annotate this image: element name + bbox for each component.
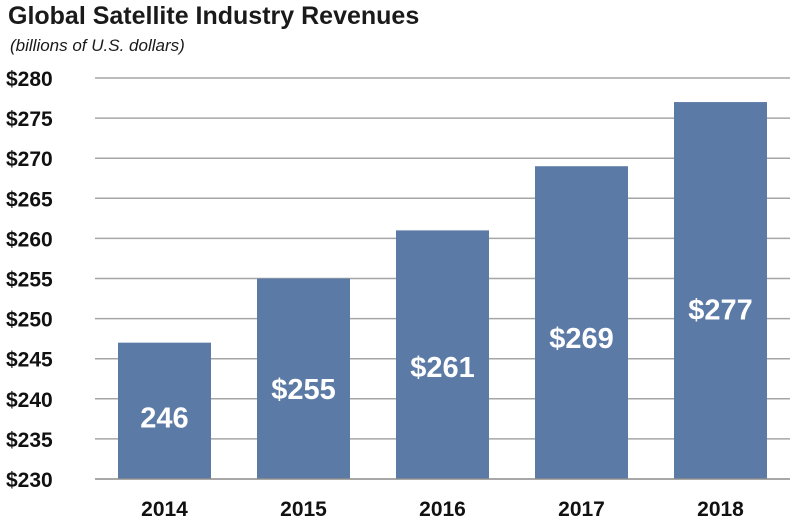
- y-tick-label-230: $230: [6, 469, 53, 492]
- data-label-2018: $277: [688, 294, 753, 326]
- data-label-2017: $269: [549, 323, 614, 355]
- y-tick-label-275: $275: [6, 108, 53, 131]
- y-tick-label-255: $255: [6, 269, 53, 292]
- y-tick-label-270: $270: [6, 148, 53, 171]
- chart-title: Global Satellite Industry Revenues: [8, 2, 420, 30]
- bars: 246 $255 $261 $269 $277: [118, 102, 767, 479]
- bar-2015: [257, 278, 350, 479]
- y-tick-label-245: $245: [6, 349, 53, 372]
- x-tick-label-2014: 2014: [141, 498, 188, 521]
- y-tick-label-250: $250: [6, 309, 53, 332]
- data-label-2015: $255: [271, 374, 336, 406]
- x-tick-label-2017: 2017: [558, 498, 605, 521]
- bar-2016: [396, 230, 489, 479]
- x-tick-label-2018: 2018: [697, 498, 744, 521]
- bar-2018: [674, 102, 767, 479]
- y-tick-label-260: $260: [6, 228, 53, 251]
- bar-2014: [118, 342, 211, 479]
- y-tick-label-280: $280: [6, 68, 53, 91]
- y-tick-label-265: $265: [6, 188, 53, 211]
- y-tick-label-235: $235: [6, 429, 53, 452]
- x-tick-label-2016: 2016: [419, 498, 466, 521]
- data-label-2014: 246: [140, 403, 188, 435]
- chart-subtitle: (billions of U.S. dollars): [10, 36, 185, 55]
- y-axis-ticks: $230 $235 $240 $245 $250 $255 $260 $265 $270 $275…: [6, 68, 53, 492]
- data-label-2016: $261: [410, 352, 475, 384]
- y-tick-label-240: $240: [6, 389, 53, 412]
- x-tick-label-2015: 2015: [280, 498, 327, 521]
- bar-2017: [535, 166, 628, 479]
- x-axis-ticks: 2014 2015 2016 2017 2018: [141, 498, 744, 521]
